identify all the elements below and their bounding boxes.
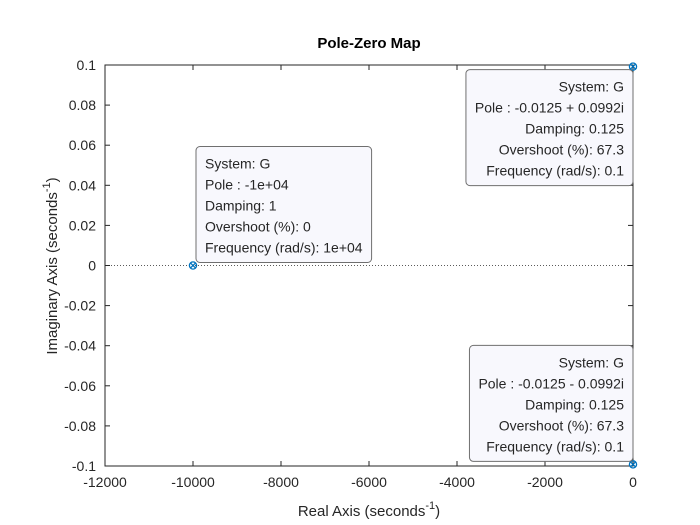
y-tick-label: -0.08 [64, 418, 96, 434]
datatip: System: G Pole : -0.0125 + 0.0992i Damping… [465, 69, 634, 187]
y-tick-label: 0 [88, 258, 96, 274]
datatip-line: System: G [559, 354, 624, 370]
datatip-line: Pole : -0.0125 + 0.0992i [475, 100, 624, 116]
y-tick-label: -0.02 [64, 298, 96, 314]
datatip: System: G Pole : -1e+04 Damping: 1 Overshoo… [195, 146, 373, 263]
datatip-line: Frequency (rad/s): 0.1 [486, 438, 624, 454]
x-tick-label: -8000 [263, 474, 299, 490]
datatip-box [465, 69, 634, 187]
chart-title: Pole-Zero Map [317, 35, 420, 52]
x-axis-label: Real Axis (seconds-1) [298, 500, 440, 520]
datatips: System: G Pole : -0.0125 + 0.0992i Damping… [195, 69, 634, 462]
x-tick-label: -10000 [171, 474, 215, 490]
x-axis-ticks: -12000 -10000 -8000 -6000 -4000 -2000 0 [83, 65, 637, 490]
y-tick-label: -0.1 [72, 458, 96, 474]
x-tick-label: -2000 [527, 474, 563, 490]
y-tick-label: -0.04 [64, 338, 96, 354]
x-tick-label: 0 [629, 474, 637, 490]
y-tick-label: 0.06 [69, 137, 96, 153]
datatip-line: Frequency (rad/s): 1e+04 [205, 240, 363, 256]
datatip-line: Damping: 0.125 [525, 121, 624, 137]
datatip-line: Overshoot (%): 67.3 [499, 142, 624, 158]
y-tick-label: 0.04 [69, 177, 96, 193]
datatip-line: System: G [205, 156, 270, 172]
y-tick-label: 0.08 [69, 97, 96, 113]
datatip-line: Frequency (rad/s): 0.1 [486, 163, 624, 179]
datatip-line: System: G [559, 79, 624, 95]
y-tick-label: -0.06 [64, 378, 96, 394]
datatip-line: Damping: 0.125 [525, 396, 624, 412]
pole-marker [188, 261, 198, 270]
y-tick-label: 0.1 [77, 57, 97, 73]
datatip-line: Overshoot (%): 67.3 [499, 417, 624, 433]
datatip-line: Damping: 1 [205, 198, 277, 214]
pole-marker [628, 460, 638, 469]
datatip-box [468, 344, 634, 462]
x-tick-label: -12000 [83, 474, 127, 490]
y-axis-label: Imaginary Axis (seconds-1) [41, 177, 61, 354]
datatip-line: Pole : -1e+04 [205, 177, 289, 193]
y-tick-label: 0.02 [69, 217, 96, 233]
x-tick-label: -6000 [351, 474, 387, 490]
pole-markers [188, 62, 638, 469]
datatip: System: G Pole : -0.0125 - 0.0992i Damping… [468, 344, 634, 462]
datatip-line: Pole : -0.0125 - 0.0992i [478, 375, 624, 391]
datatip-box [195, 146, 373, 263]
x-tick-label: -4000 [439, 474, 475, 490]
pole-marker [628, 62, 638, 71]
y-axis-ticks: 0.1 0.08 0.06 0.04 0.02 0 -0.02 -0.04 -0.06 -0.08… [64, 57, 633, 474]
datatip-line: Overshoot (%): 0 [205, 219, 311, 235]
